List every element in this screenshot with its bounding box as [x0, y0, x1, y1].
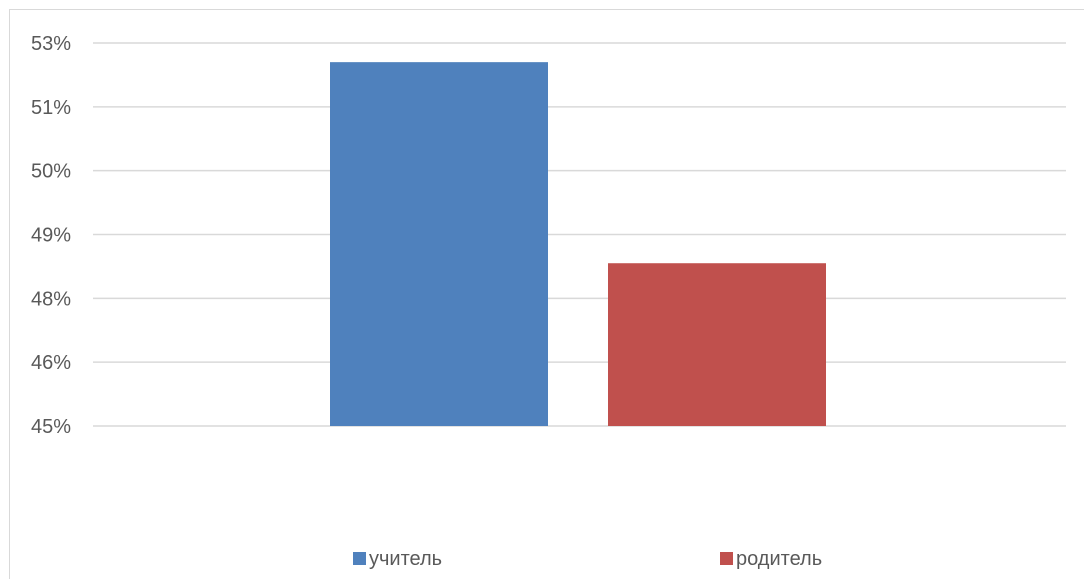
y-tick-label: 46% — [31, 352, 71, 374]
y-tick-label: 51% — [31, 97, 71, 119]
legend-label: родитель — [736, 548, 822, 570]
legend: учитель родитель — [353, 548, 822, 570]
y-tick-label: 49% — [31, 225, 71, 247]
bars — [330, 62, 826, 426]
y-axis-ticks: 45% 46% 48% 49% 50% 51% 53% — [31, 33, 71, 438]
bar-teacher — [330, 62, 548, 426]
y-tick-label: 53% — [31, 33, 71, 55]
legend-swatch — [353, 552, 366, 565]
legend-swatch — [720, 552, 733, 565]
gridlines — [93, 43, 1066, 426]
y-tick-label: 45% — [31, 416, 71, 438]
y-tick-label: 48% — [31, 288, 71, 310]
bar-parent — [608, 263, 826, 426]
legend-label: учитель — [369, 548, 442, 570]
y-tick-label: 50% — [31, 161, 71, 183]
